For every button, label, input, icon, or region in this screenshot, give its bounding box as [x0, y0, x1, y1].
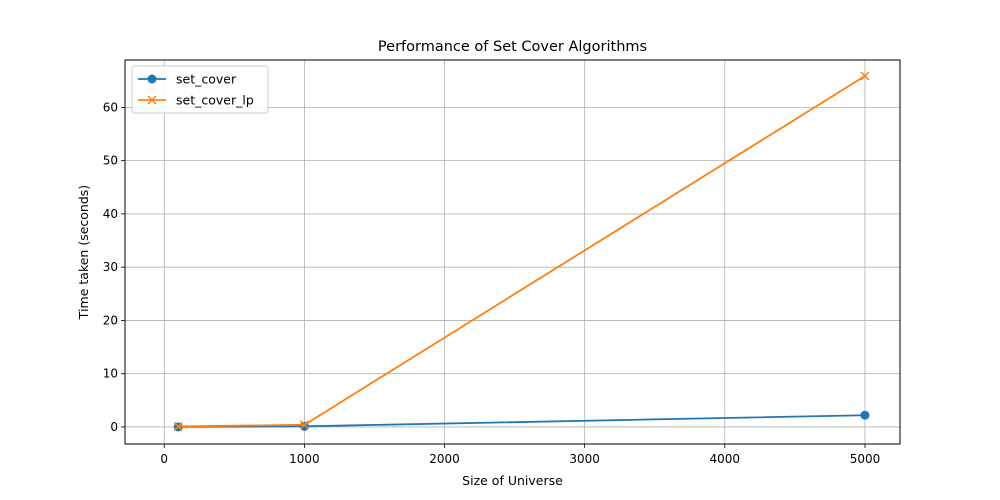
- x-tick-label: 5000: [850, 452, 881, 466]
- y-axis-label: Time taken (seconds): [76, 185, 91, 320]
- legend-marker: [147, 95, 157, 105]
- legend-box: [131, 65, 269, 114]
- y-tick-label: 50: [103, 154, 118, 168]
- plot-frame: [124, 59, 901, 445]
- legend-entry-set_cover_lp: set_cover_lp: [138, 93, 254, 108]
- data-point-set_cover: [860, 410, 870, 420]
- y-axis-ticks: 0 10 20 30 40 50 60: [103, 100, 125, 434]
- data-point-set_cover_lp: [173, 421, 183, 431]
- grid: [125, 60, 900, 444]
- series-set_cover: [173, 410, 870, 432]
- y-tick-label: 30: [103, 260, 118, 274]
- x-tick-label: 3000: [569, 452, 600, 466]
- y-tick-label: 10: [103, 367, 118, 381]
- data-point-set_cover_lp: [299, 420, 309, 430]
- x-tick-label: 4000: [710, 452, 741, 466]
- legend-marker: [147, 74, 157, 84]
- data-point-set_cover_lp: [860, 71, 870, 81]
- legend-label: set_cover: [176, 72, 237, 87]
- legend-entry-set_cover: set_cover: [138, 72, 237, 87]
- marker-stroke: [860, 71, 870, 81]
- y-tick-label: 40: [103, 207, 118, 221]
- marker-stroke: [147, 95, 157, 105]
- x-tick-label: 0: [160, 452, 168, 466]
- y-tick-label: 20: [103, 313, 118, 327]
- marker-stroke: [173, 421, 183, 431]
- legend-label: set_cover_lp: [176, 93, 254, 108]
- legend: set_cover set_cover_lp: [131, 65, 269, 114]
- x-axis-label: Size of Universe: [462, 473, 563, 488]
- x-tick-label: 2000: [429, 452, 460, 466]
- y-tick-label: 60: [103, 100, 118, 114]
- y-tick-label: 0: [110, 420, 118, 434]
- x-tick-label: 1000: [289, 452, 320, 466]
- series-set_cover_lp: [173, 71, 870, 431]
- marker-stroke: [299, 420, 309, 430]
- series-layer: [173, 71, 870, 432]
- x-axis-ticks: 0 1000 2000 3000 4000 5000: [160, 444, 880, 466]
- chart-title: Performance of Set Cover Algorithms: [378, 39, 647, 55]
